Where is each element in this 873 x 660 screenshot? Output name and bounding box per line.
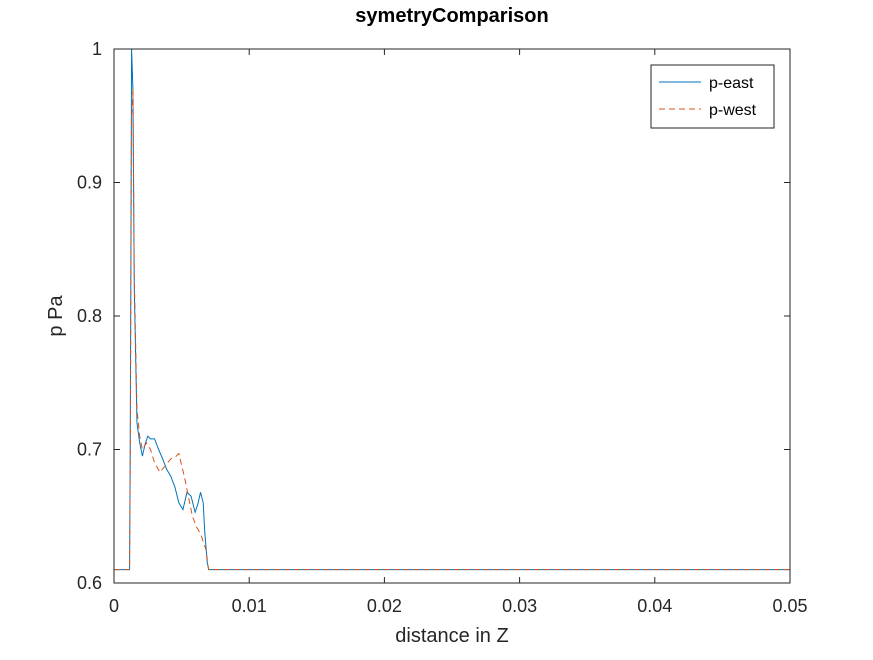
- y-axis-label: p Pa: [45, 295, 67, 337]
- x-tick-label: 0.05: [772, 596, 807, 616]
- plot-area-background: [114, 49, 790, 583]
- legend-label-p-west: p-west: [709, 102, 757, 119]
- x-tick-label: 0.03: [502, 596, 537, 616]
- x-tick-label: 0: [109, 596, 119, 616]
- series-layer: [114, 48, 790, 571]
- y-tick-label: 1: [92, 39, 102, 59]
- chart-title: symetryComparison: [355, 5, 548, 27]
- y-tick-label: 0.9: [77, 173, 102, 193]
- x-tick-label: 0.04: [637, 596, 672, 616]
- legend-label-p-east: p-east: [709, 75, 754, 92]
- legend: p-east p-west: [650, 64, 775, 129]
- x-tick-label: 0.02: [367, 596, 402, 616]
- y-tick-label: 0.6: [77, 573, 102, 593]
- ticks-layer: 0 0.01 0.02 0.03 0.04 0.05 0.6 0.7 0.8 0.9 1: [77, 39, 808, 616]
- x-tick-label: 0.01: [232, 596, 267, 616]
- legend-box: [650, 64, 775, 129]
- y-tick-label: 0.7: [77, 440, 102, 460]
- series-line-p-west: [114, 89, 790, 571]
- x-axis-label: distance in Z: [395, 625, 508, 647]
- y-tick-label: 0.8: [77, 306, 102, 326]
